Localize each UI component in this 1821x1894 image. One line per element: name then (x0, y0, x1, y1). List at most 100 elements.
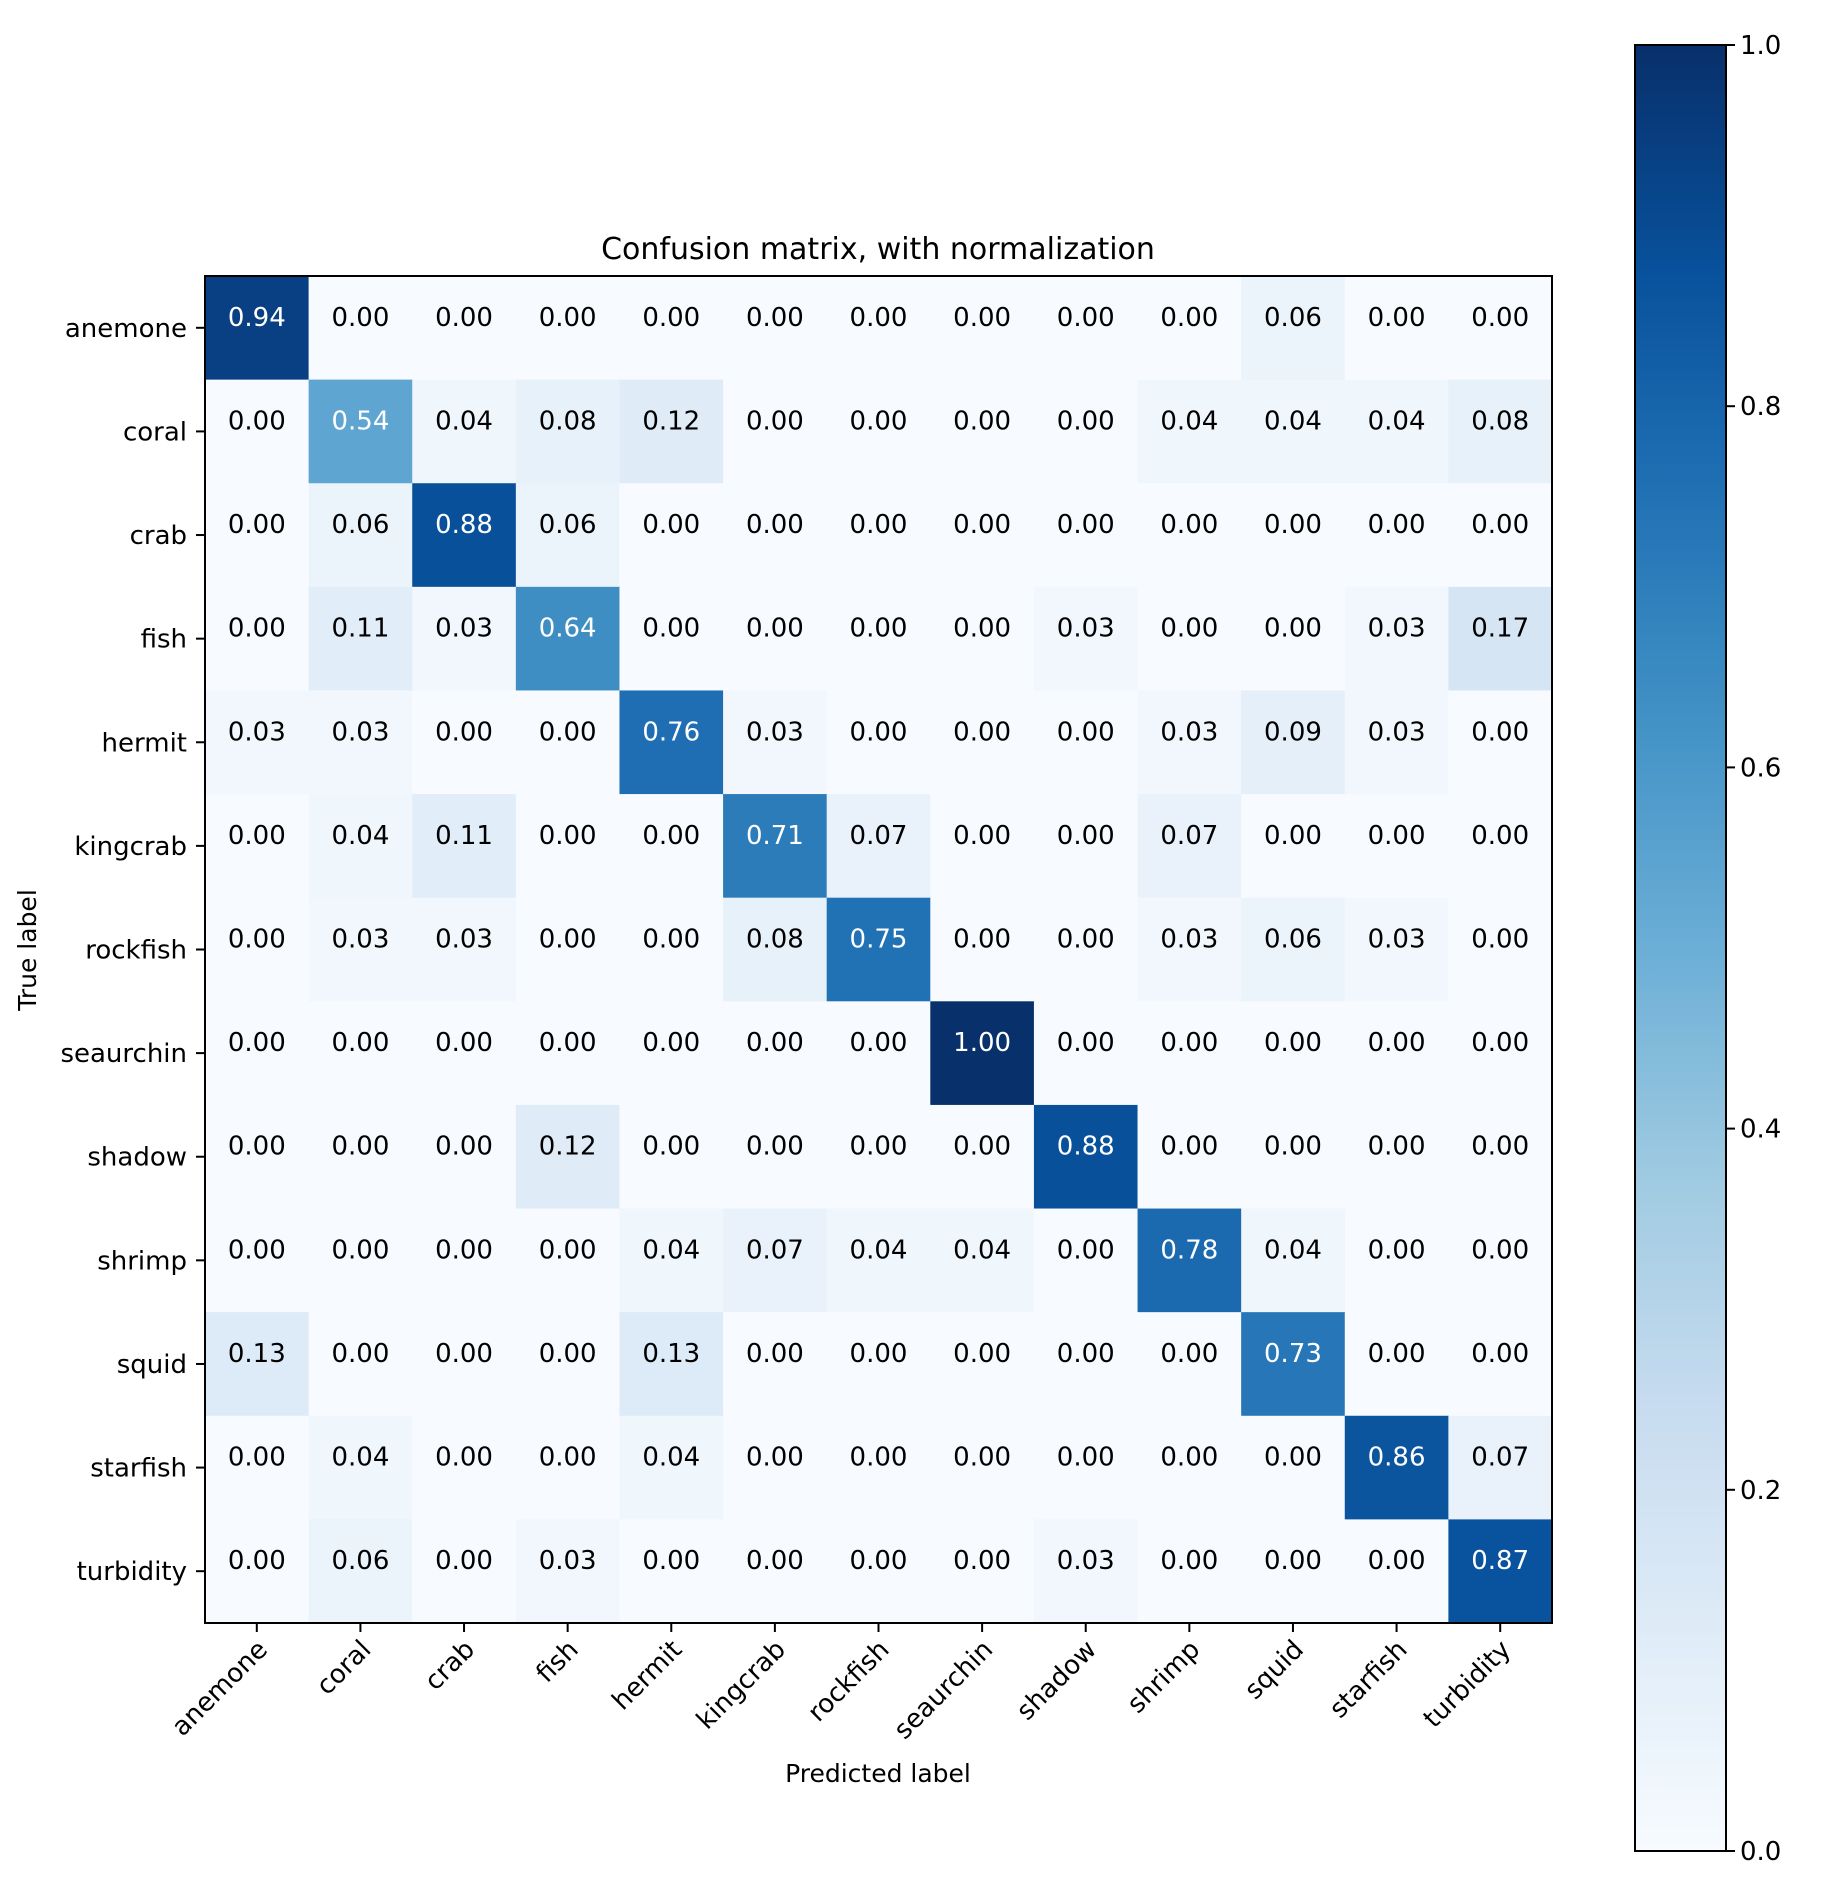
cell-turbidity-shadow (1033, 1519, 1139, 1624)
cell-label-squid-fish: 0.00 (539, 1339, 597, 1369)
cell-squid-starfish (1344, 1312, 1449, 1417)
cell-label-seaurchin-crab: 0.00 (435, 1028, 493, 1058)
cell-anemone-starfish (1344, 276, 1449, 381)
cell-seaurchin-crab (412, 1001, 517, 1106)
cell-label-coral-coral: 0.54 (331, 406, 389, 436)
cell-label-fish-seaurchin: 0.00 (953, 614, 1011, 644)
cell-turbidity-starfish (1344, 1519, 1449, 1624)
cell-label-shadow-crab: 0.00 (435, 1132, 493, 1162)
cell-turbidity-shrimp (1137, 1519, 1242, 1624)
cell-label-fish-squid: 0.00 (1264, 614, 1322, 644)
cell-label-kingcrab-turbidity: 0.00 (1471, 821, 1529, 851)
cell-seaurchin-rockfish (826, 1001, 931, 1106)
cell-hermit-hermit (619, 690, 724, 795)
cell-rockfish-turbidity (1448, 897, 1553, 1002)
cell-shrimp-anemone (205, 1208, 310, 1313)
cell-crab-seaurchin (930, 483, 1035, 588)
cell-turbidity-crab (412, 1519, 517, 1624)
cell-shrimp-hermit (619, 1208, 724, 1313)
cell-label-kingcrab-squid: 0.00 (1264, 821, 1322, 851)
cell-label-shrimp-coral: 0.00 (331, 1235, 389, 1265)
cell-hermit-crab (412, 690, 517, 795)
cell-fish-coral (308, 586, 413, 692)
cell-anemone-shadow (1033, 276, 1139, 381)
y-tick-label-fish: fish (141, 625, 187, 655)
cell-rockfish-crab (412, 897, 517, 1002)
cell-label-rockfish-rockfish: 0.75 (850, 925, 908, 955)
cell-label-turbidity-fish: 0.03 (539, 1546, 597, 1576)
cell-crab-anemone (205, 483, 310, 588)
cell-label-rockfish-anemone: 0.00 (228, 925, 286, 955)
cell-kingcrab-kingcrab (723, 794, 828, 899)
colorbar-tick-label: 0.4 (1740, 1115, 1781, 1145)
cell-fish-fish (515, 586, 621, 692)
x-tick-label-squid: squid (1239, 1635, 1310, 1706)
cell-label-starfish-rockfish: 0.00 (850, 1443, 908, 1473)
cell-starfish-squid (1241, 1415, 1346, 1520)
cell-shrimp-kingcrab (723, 1208, 828, 1313)
cell-fish-turbidity (1448, 586, 1553, 692)
cell-kingcrab-shrimp (1137, 794, 1242, 899)
matrix-cells (205, 276, 1553, 1624)
cell-label-shadow-kingcrab: 0.00 (746, 1132, 804, 1162)
x-tick-label-anemone: anemone (166, 1635, 274, 1743)
cell-shadow-hermit (619, 1104, 724, 1210)
cell-seaurchin-starfish (1344, 1001, 1449, 1106)
cell-label-turbidity-hermit: 0.00 (642, 1546, 700, 1576)
cell-anemone-seaurchin (930, 276, 1035, 381)
cell-shrimp-shadow (1033, 1208, 1139, 1313)
cell-label-shadow-rockfish: 0.00 (850, 1132, 908, 1162)
cell-squid-anemone (205, 1312, 310, 1417)
cell-shrimp-fish (515, 1208, 621, 1313)
cell-label-seaurchin-fish: 0.00 (539, 1028, 597, 1058)
cell-starfish-crab (412, 1415, 517, 1520)
x-axis: anemone coral crab fish hermit kingcrab rockfi… (166, 1623, 1517, 1745)
cell-label-shrimp-hermit: 0.04 (642, 1235, 700, 1265)
cell-fish-hermit (619, 586, 724, 692)
cell-label-crab-rockfish: 0.00 (850, 510, 908, 540)
cell-label-fish-crab: 0.03 (435, 614, 493, 644)
y-tick-label-anemone: anemone (65, 314, 187, 344)
cell-label-turbidity-kingcrab: 0.00 (746, 1546, 804, 1576)
cell-label-kingcrab-crab: 0.11 (435, 821, 493, 851)
cell-kingcrab-shadow (1033, 794, 1139, 899)
cell-label-squid-turbidity: 0.00 (1471, 1339, 1529, 1369)
cell-squid-shadow (1033, 1312, 1139, 1417)
cell-anemone-anemone (205, 276, 310, 381)
cell-label-coral-starfish: 0.04 (1368, 406, 1426, 436)
x-tick-label-shrimp: shrimp (1122, 1635, 1207, 1720)
cell-label-coral-seaurchin: 0.00 (953, 406, 1011, 436)
cell-label-shadow-shrimp: 0.00 (1160, 1132, 1218, 1162)
cell-turbidity-anemone (205, 1519, 310, 1624)
cell-crab-hermit (619, 483, 724, 588)
cell-anemone-turbidity (1448, 276, 1553, 381)
cell-coral-shrimp (1137, 379, 1242, 484)
cell-label-rockfish-fish: 0.00 (539, 925, 597, 955)
cell-turbidity-rockfish (826, 1519, 931, 1624)
cell-squid-shrimp (1137, 1312, 1242, 1417)
cell-hermit-starfish (1344, 690, 1449, 795)
cell-seaurchin-coral (308, 1001, 413, 1106)
cell-seaurchin-shadow (1033, 1001, 1139, 1106)
cell-label-anemone-kingcrab: 0.00 (746, 303, 804, 333)
cell-label-crab-shadow: 0.00 (1057, 510, 1115, 540)
cell-rockfish-coral (308, 897, 413, 1002)
cell-rockfish-anemone (205, 897, 310, 1002)
cell-anemone-rockfish (826, 276, 931, 381)
cell-hermit-seaurchin (930, 690, 1035, 795)
cell-hermit-shadow (1033, 690, 1139, 795)
y-tick-label-squid: squid (117, 1350, 187, 1380)
cell-label-shrimp-anemone: 0.00 (228, 1235, 286, 1265)
cell-coral-rockfish (826, 379, 931, 484)
cell-starfish-turbidity (1448, 1415, 1553, 1520)
cell-squid-kingcrab (723, 1312, 828, 1417)
cell-label-coral-hermit: 0.12 (642, 406, 700, 436)
cell-label-turbidity-crab: 0.00 (435, 1546, 493, 1576)
cell-label-shadow-starfish: 0.00 (1368, 1132, 1426, 1162)
cell-label-kingcrab-seaurchin: 0.00 (953, 821, 1011, 851)
cell-label-turbidity-squid: 0.00 (1264, 1546, 1322, 1576)
cell-kingcrab-hermit (619, 794, 724, 899)
cell-label-rockfish-shadow: 0.00 (1057, 925, 1115, 955)
cell-rockfish-fish (515, 897, 621, 1002)
